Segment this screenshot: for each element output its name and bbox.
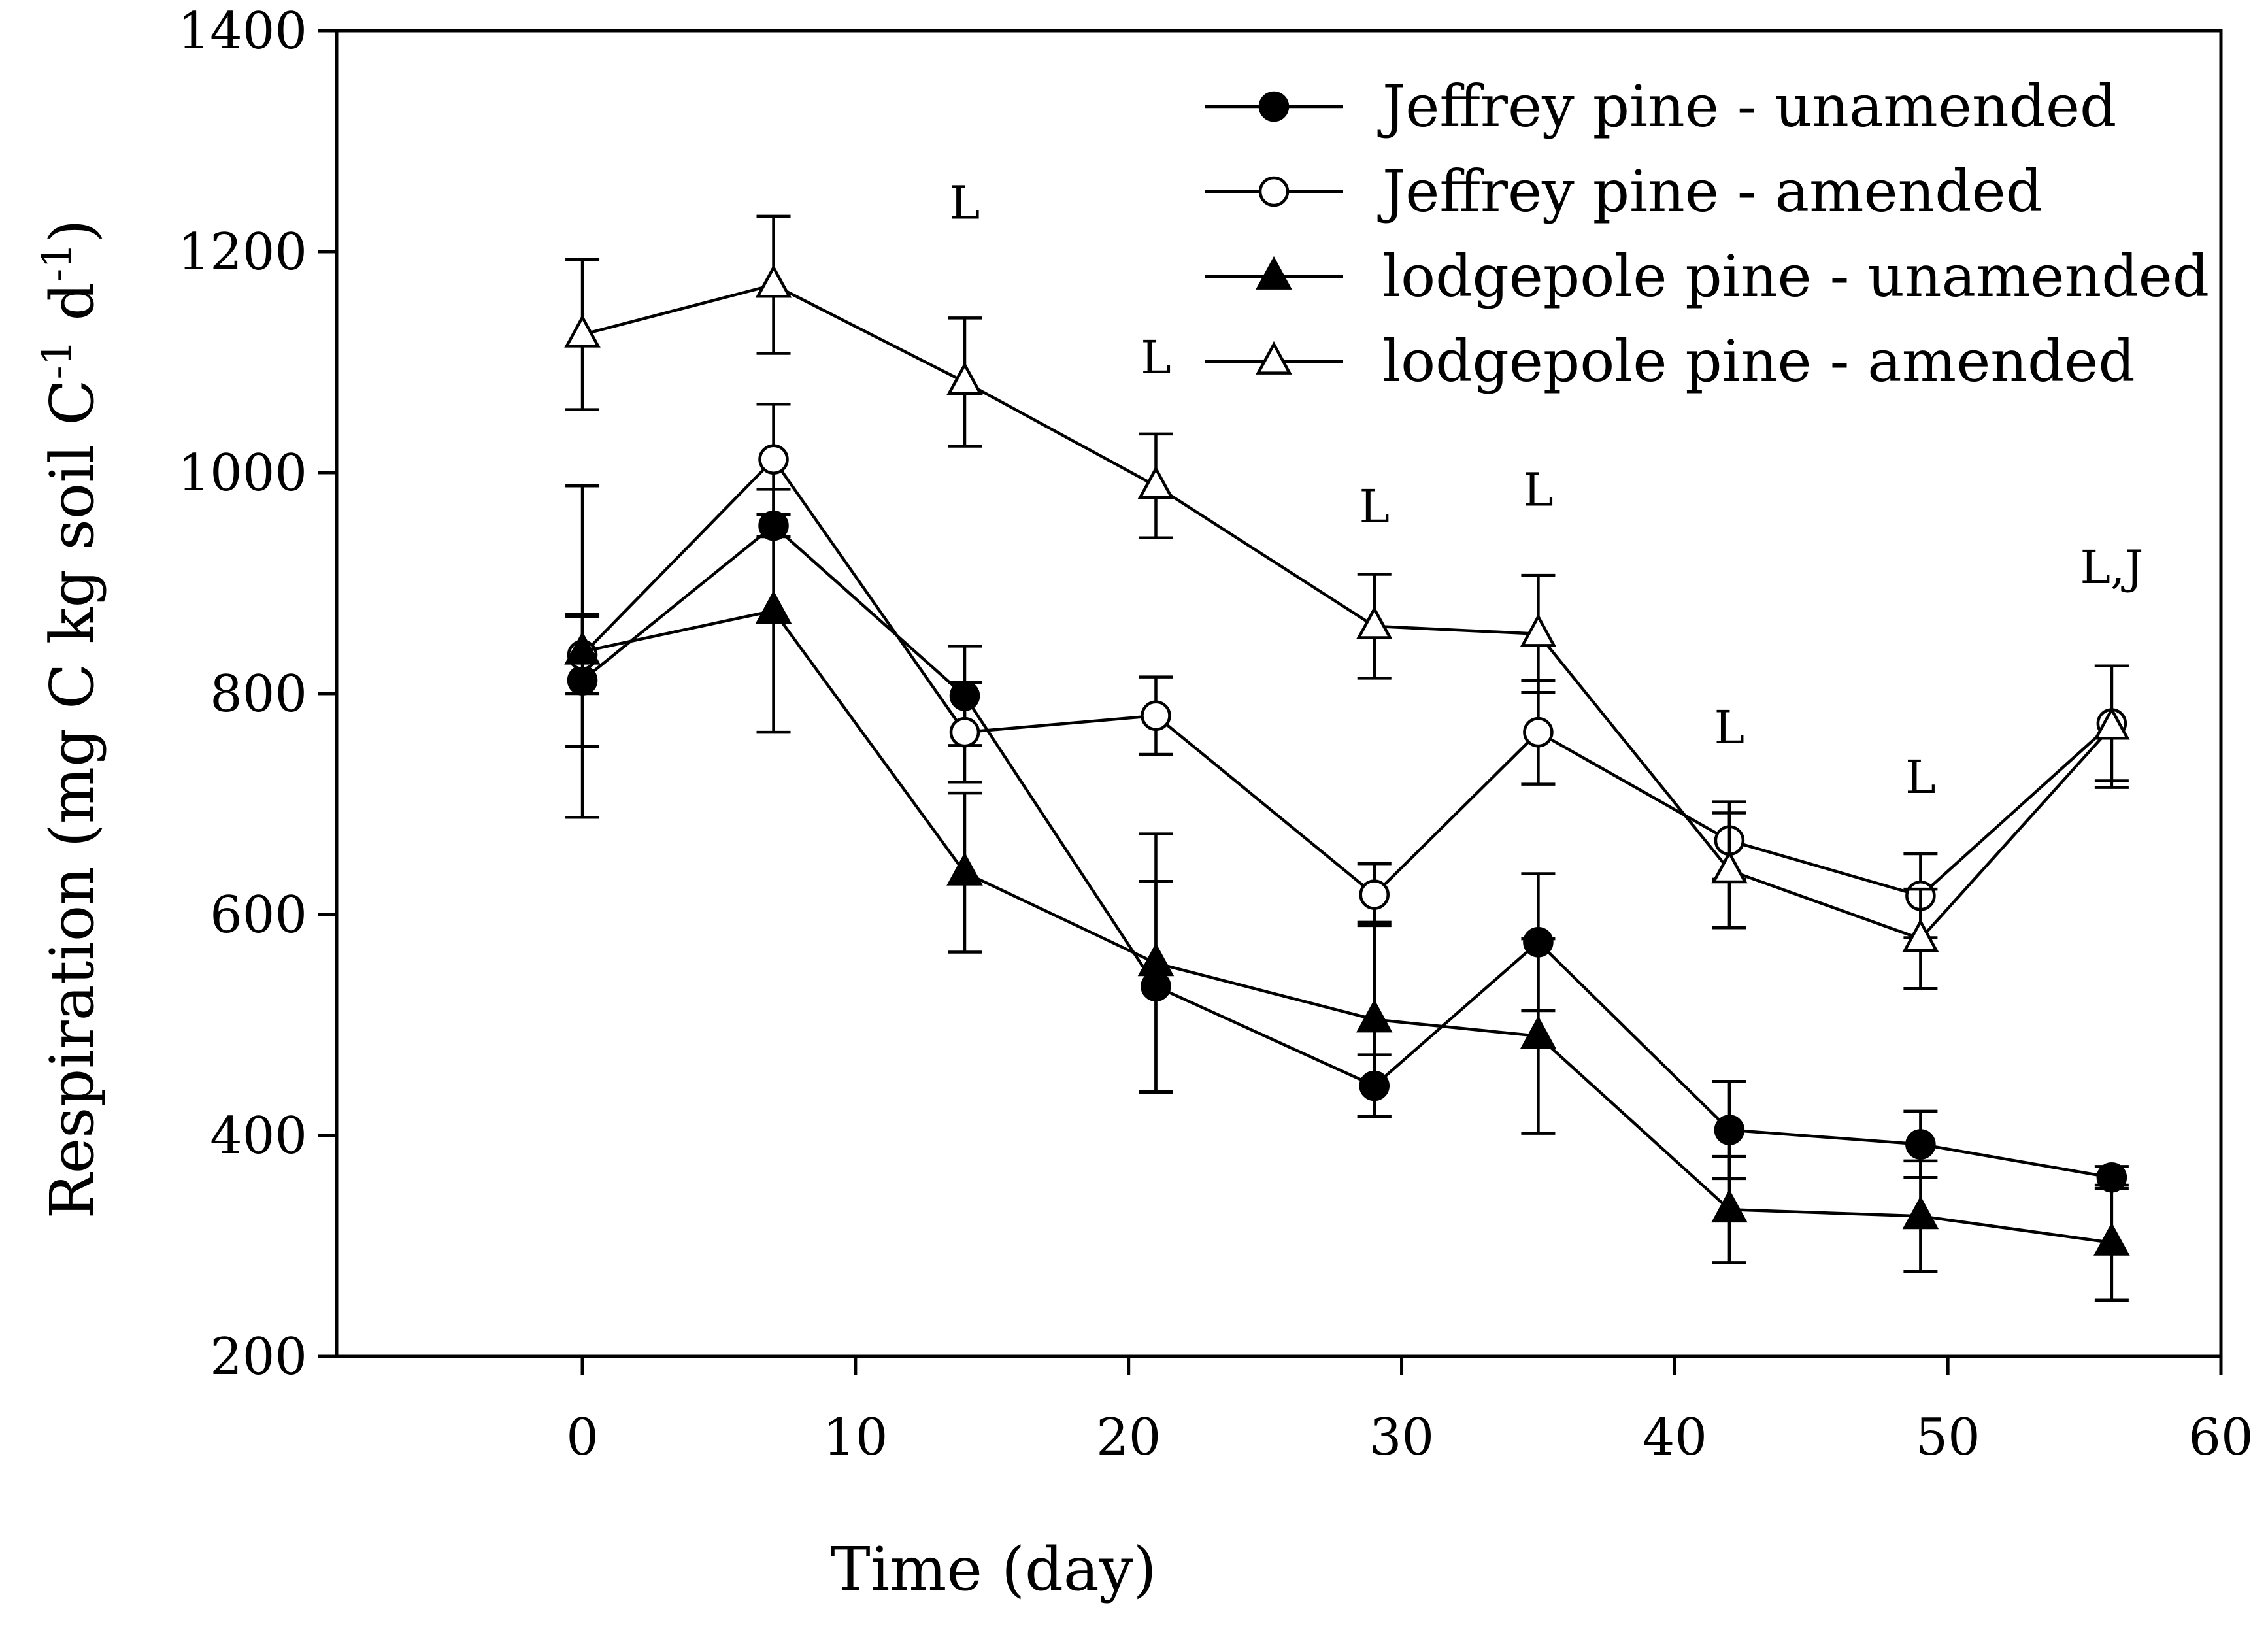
series-2: [565, 402, 2129, 939]
data-point-1-7: [1905, 1129, 1936, 1160]
x-axis-title: Time (day): [830, 1534, 1156, 1604]
y-tick-label-1200: 1200: [177, 223, 307, 282]
data-point-4-8: [2093, 706, 2130, 740]
data-point-4-3: [1137, 465, 1175, 499]
x-tick-label-30: 30: [1369, 1408, 1434, 1467]
series-layer: [564, 214, 2130, 1302]
series-1: [565, 510, 2129, 1193]
y-tick-label-200: 200: [210, 1328, 307, 1387]
legend-marker-3: [1256, 256, 1292, 290]
annotation-5: L: [1714, 701, 1744, 754]
y-tick-label-800: 800: [210, 665, 307, 724]
annotation-6: L: [1905, 750, 1935, 804]
data-point-1-6: [1714, 1115, 1745, 1145]
y-axis-title: Respiration (mg C kg soil C-1 d-1): [33, 219, 107, 1219]
y-tick-label-600: 600: [210, 886, 307, 945]
y-axis-title-sup2: -1: [33, 243, 80, 282]
data-point-3-0: [564, 631, 601, 665]
data-point-2-2: [949, 716, 980, 748]
legend-entry-1: Jeffrey pine - unamended: [1205, 73, 2116, 140]
data-point-3-8: [2093, 1222, 2130, 1256]
series-line-1: [581, 524, 2112, 1179]
x-tick-label-20: 20: [1096, 1408, 1161, 1467]
data-point-4-6: [1711, 850, 1748, 884]
data-point-2-4: [1359, 879, 1390, 910]
series-3: [564, 484, 2130, 1302]
legend: Jeffrey pine - unamended Jeffrey pine - a…: [1205, 73, 2209, 395]
y-axis-title-sup1: -1: [33, 340, 80, 379]
legend-entry-4: lodgepole pine - amended: [1205, 328, 2135, 395]
data-point-3-5: [1520, 1015, 1557, 1049]
legend-entry-2: Jeffrey pine - amended: [1205, 158, 2043, 225]
data-point-3-1: [755, 590, 792, 624]
legend-label-2: Jeffrey pine - amended: [1377, 158, 2043, 225]
x-tick-label-10: 10: [823, 1408, 888, 1467]
y-tick-label-1400: 1400: [177, 2, 307, 61]
data-point-4-7: [1902, 918, 1939, 952]
legend-label-1: Jeffrey pine - unamended: [1377, 73, 2116, 140]
y-axis-title-main: Respiration (mg C kg soil C: [37, 379, 107, 1219]
data-point-4-1: [755, 264, 792, 298]
data-point-3-6: [1711, 1189, 1748, 1223]
data-point-3-2: [946, 852, 983, 886]
annotation-1: L: [950, 176, 980, 229]
legend-marker-1: [1258, 91, 1290, 122]
series-4: [564, 214, 2130, 990]
data-point-4-2: [946, 362, 983, 395]
annotation-4: L: [1523, 463, 1553, 517]
data-point-3-4: [1356, 999, 1393, 1033]
annotation-7: L,J: [2080, 541, 2143, 594]
significance-annotations: L L L L L L L,J: [950, 176, 2144, 804]
axes: 200 400 600 800 1000 1200 1400 0 10 20 30 40 50 60: [177, 2, 2253, 1467]
y-tick-label-400: 400: [210, 1107, 307, 1166]
data-point-4-4: [1356, 605, 1393, 639]
legend-marker-2: [1258, 176, 1290, 207]
legend-label-3: lodgepole pine - unamended: [1382, 243, 2209, 310]
data-point-2-5: [1523, 716, 1554, 748]
x-tick-label-60: 60: [2188, 1408, 2253, 1467]
data-point-2-3: [1141, 700, 1171, 732]
data-point-3-7: [1902, 1196, 1939, 1230]
x-tick-label-50: 50: [1916, 1408, 1980, 1467]
data-point-4-5: [1520, 613, 1557, 647]
y-tick-label-1000: 1000: [177, 444, 307, 503]
y-axis-title-mid: d: [37, 282, 107, 340]
annotation-3: L: [1359, 480, 1389, 533]
legend-marker-4: [1256, 341, 1292, 375]
x-tick-label-0: 0: [566, 1408, 599, 1467]
y-axis-title-end: ): [37, 219, 107, 243]
data-point-4-0: [564, 314, 601, 348]
data-point-3-3: [1137, 943, 1175, 977]
legend-entry-3: lodgepole pine - unamended: [1205, 243, 2209, 310]
plot-frame: [335, 29, 2223, 1358]
series-line-2: [581, 457, 2113, 898]
legend-label-4: lodgepole pine - amended: [1382, 328, 2135, 395]
data-point-2-1: [758, 444, 789, 475]
x-tick-label-40: 40: [1643, 1408, 1707, 1467]
annotation-2: L: [1141, 331, 1171, 384]
